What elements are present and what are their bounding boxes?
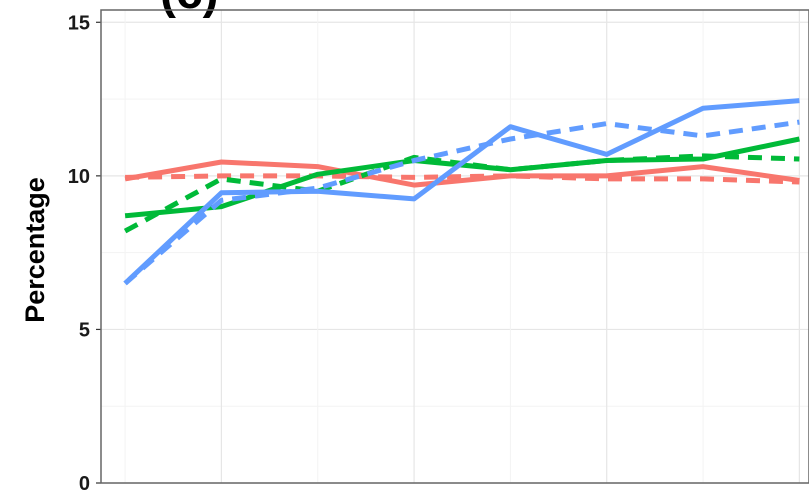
series-line-2 — [125, 173, 800, 185]
plot-border — [100, 9, 809, 484]
series-line-5 — [123, 98, 800, 286]
y-tick-label: 15 — [68, 12, 90, 34]
y-tick-label: 10 — [68, 166, 90, 188]
y-tick-label: 5 — [79, 319, 90, 341]
series-line-1 — [124, 159, 800, 188]
y-axis-ticks: 0 5 10 15 — [68, 12, 101, 492]
y-tick-label: 0 — [79, 473, 90, 492]
series-line-6 — [123, 119, 800, 286]
series-layer — [123, 98, 800, 286]
grid — [101, 10, 809, 484]
y-axis-title: Percentage — [20, 177, 50, 323]
